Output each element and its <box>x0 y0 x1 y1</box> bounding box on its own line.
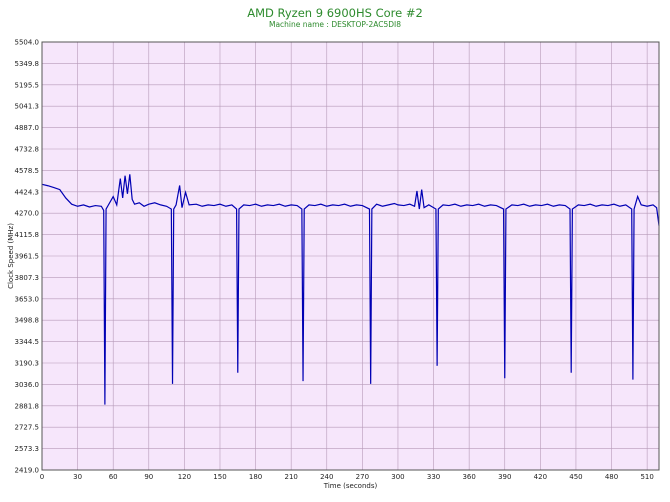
y-tick-label: 4732.8 <box>15 145 40 153</box>
y-tick-label: 3344.5 <box>15 338 40 346</box>
series-line <box>41 174 660 405</box>
x-tick-label: 450 <box>569 473 582 481</box>
x-tick-label: 270 <box>356 473 369 481</box>
x-tick-label: 90 <box>144 473 153 481</box>
x-tick-label: 480 <box>605 473 618 481</box>
y-tick-label: 3807.3 <box>15 274 40 282</box>
x-tick-label: 60 <box>109 473 118 481</box>
y-tick-label: 5349.8 <box>15 60 40 68</box>
x-tick-label: 210 <box>284 473 297 481</box>
y-tick-label: 4270.0 <box>15 210 40 218</box>
x-tick-label: 180 <box>249 473 262 481</box>
y-tick-label: 4887.0 <box>15 124 40 132</box>
x-tick-label: 30 <box>73 473 82 481</box>
y-tick-label: 3036.0 <box>15 381 40 389</box>
y-tick-label: 5504.0 <box>15 39 40 47</box>
x-tick-label: 240 <box>320 473 333 481</box>
x-axis-ticks: 0 30 60 90 120 150 180 210 240 270 300 330 360 390 420… <box>40 473 654 481</box>
x-tick-label: 360 <box>462 473 475 481</box>
y-tick-label: 3498.8 <box>15 317 40 325</box>
y-tick-label: 3190.3 <box>15 359 40 367</box>
plot-border <box>41 41 660 471</box>
y-axis-label: Clock Speed (MHz) <box>7 223 15 289</box>
y-tick-label: 2573.3 <box>15 445 40 453</box>
y-tick-label: 2727.5 <box>15 424 40 432</box>
y-tick-label: 2881.8 <box>15 402 40 410</box>
chart-title: AMD Ryzen 9 6900HS Core #2 <box>247 6 423 20</box>
x-axis-label: Time (seconds) <box>323 482 378 490</box>
y-tick-label: 5041.3 <box>15 103 40 111</box>
x-tick-label: 330 <box>427 473 440 481</box>
y-tick-label: 4115.8 <box>15 231 40 239</box>
y-tick-label: 5195.5 <box>15 81 40 89</box>
x-tick-label: 390 <box>498 473 511 481</box>
x-tick-label: 420 <box>534 473 547 481</box>
y-tick-label: 3653.0 <box>15 295 40 303</box>
x-tick-label: 510 <box>640 473 653 481</box>
y-tick-label: 3961.5 <box>15 253 40 261</box>
y-tick-label: 4424.3 <box>15 188 40 196</box>
gridlines <box>41 41 659 471</box>
y-tick-label: 2419.0 <box>15 467 40 475</box>
y-axis-ticks: 2419.0 2573.3 2727.5 2881.8 3036.0 3190.3 3344… <box>15 39 40 475</box>
y-tick-label: 4578.5 <box>15 167 40 175</box>
x-tick-label: 0 <box>40 473 44 481</box>
chart-subtitle: Machine name : DESKTOP-2AC5DI8 <box>268 20 402 29</box>
x-tick-label: 300 <box>391 473 404 481</box>
x-tick-label: 120 <box>178 473 191 481</box>
x-tick-label: 150 <box>213 473 226 481</box>
